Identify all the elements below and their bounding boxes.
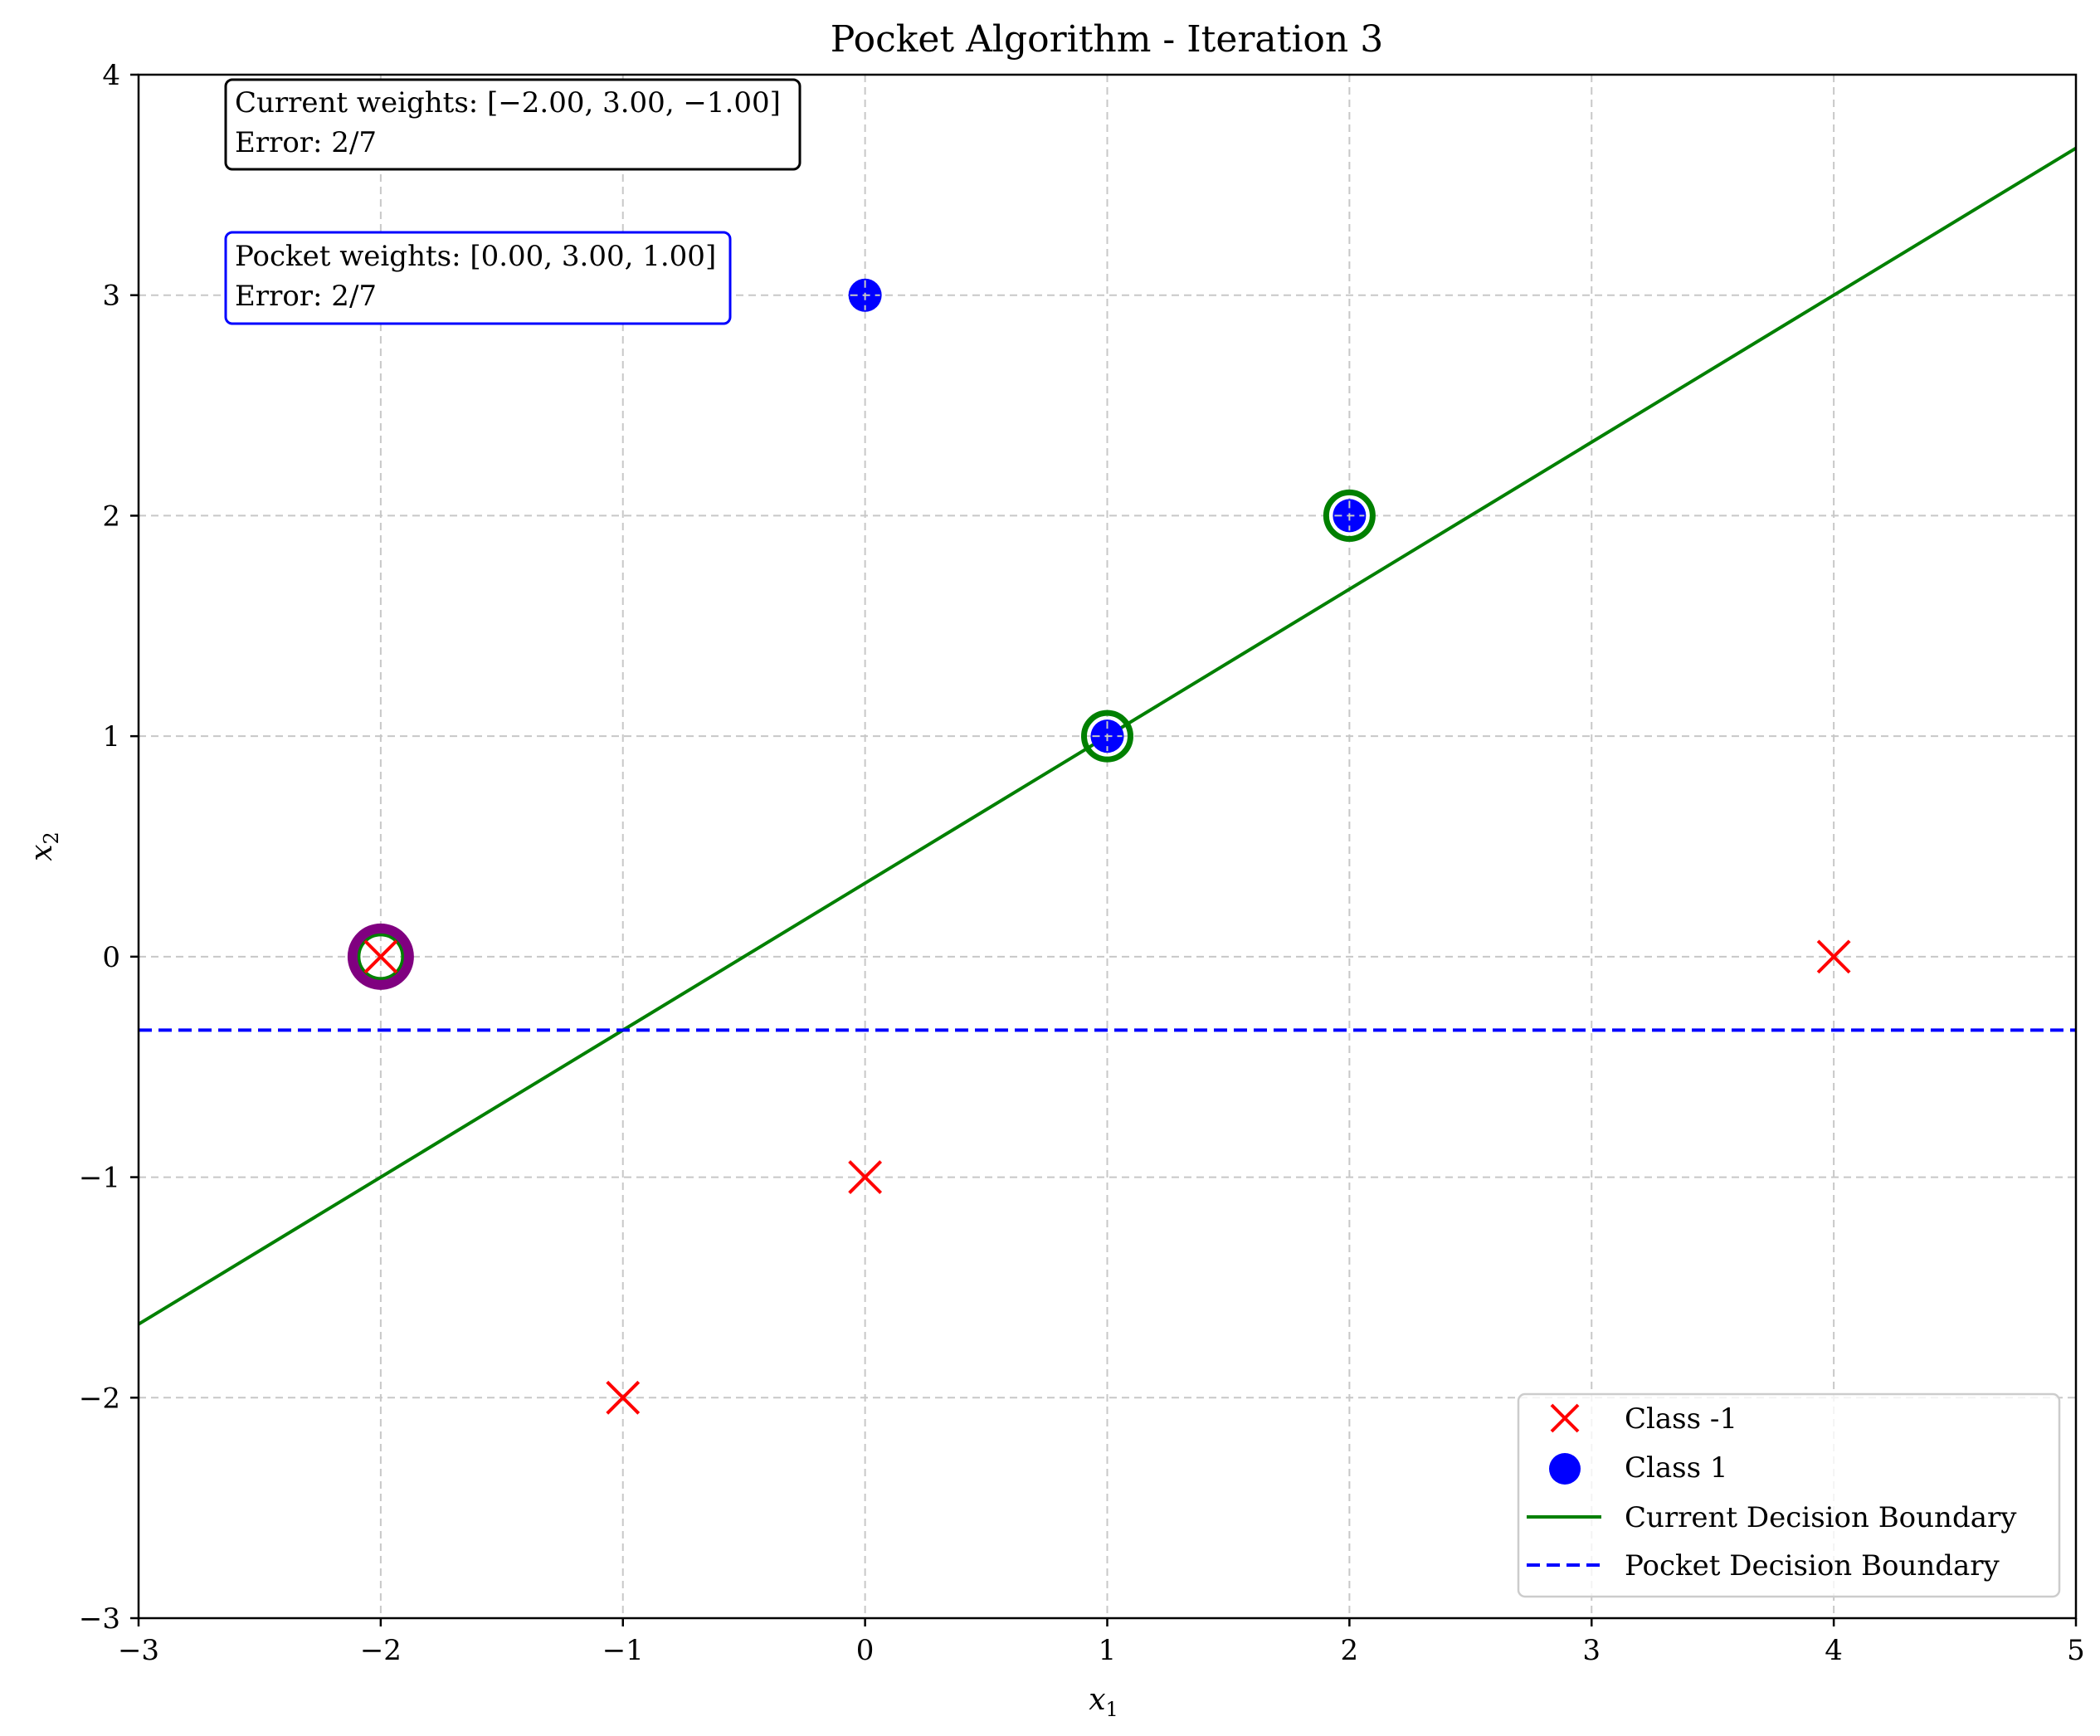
x-tick-label: 3: [1582, 1634, 1601, 1667]
current-weights-box-frame: [224, 78, 802, 171]
y-tick-label: −1: [79, 1162, 120, 1195]
y-tick-label: 1: [102, 720, 120, 753]
class-neg-point-stroke: [848, 1160, 883, 1194]
legend-class-pos-label: Class 1: [1625, 1451, 1728, 1485]
current-error-text: Error: 2/7: [235, 126, 377, 159]
x-axis-label-subscript: 1: [1106, 1698, 1118, 1721]
legend-class-neg-marker: [1550, 1403, 1580, 1433]
y-tick-label: 4: [102, 59, 120, 92]
plot-frame: [137, 73, 2078, 1620]
x-tick-label: −1: [602, 1634, 644, 1667]
y-tick-label: 0: [102, 941, 120, 974]
y-axis-label-main: x: [25, 844, 59, 861]
pocket-weights-text: Pocket weights: [0.00, 3.00, 1.00]: [235, 240, 716, 273]
y-tick-label: 3: [102, 280, 120, 313]
y-axis-label: x2: [25, 831, 63, 861]
class-neg-point: [606, 1380, 641, 1415]
class-neg-point: [1816, 939, 1851, 974]
legend-current-boundary-label: Current Decision Boundary: [1625, 1501, 2017, 1534]
current-weights-text: Current weights: [−2.00, 3.00, −1.00]: [235, 86, 781, 119]
y-tick-label: −3: [79, 1602, 120, 1636]
legend-class-neg-label: Class -1: [1625, 1402, 1737, 1436]
points-layer: [347, 278, 1851, 1415]
x-tick-label: 5: [2067, 1634, 2085, 1667]
x-tick-label: 1: [1099, 1634, 1117, 1667]
legend-class-pos-marker: [1549, 1453, 1581, 1485]
x-axis-label-main: x: [1089, 1683, 1105, 1717]
pocket-weights-box-frame: [224, 231, 732, 325]
chart-title: Pocket Algorithm - Iteration 3: [831, 18, 1383, 61]
x-tick-label: 2: [1341, 1634, 1359, 1667]
legend-pocket-boundary-label: Pocket Decision Boundary: [1625, 1549, 2000, 1582]
class-neg-point: [848, 1160, 883, 1194]
pocket-error-text: Error: 2/7: [235, 280, 377, 313]
class-neg-point-stroke: [1816, 939, 1851, 974]
class-neg-point-stroke: [363, 939, 398, 974]
y-axis-label-subscript: 2: [40, 831, 63, 844]
pocket-highlight-ring: [347, 923, 414, 990]
ticks-layer: −3 −2 −1 0 1 2 3 4 5 −3 −2 −1 0 1 2 3 4: [79, 59, 2085, 1667]
misclassified-highlight-ring: [1081, 710, 1133, 763]
x-tick-label: 0: [856, 1634, 875, 1667]
legend: Class -1 Class 1 Current Decision Bounda…: [1517, 1392, 2061, 1598]
y-tick-label: −2: [79, 1382, 120, 1415]
x-axis-label: x1: [1089, 1683, 1118, 1721]
x-tick-label: −2: [360, 1634, 402, 1667]
legend-frame: [1517, 1392, 2061, 1598]
pocket-weights-box: Pocket weights: [0.00, 3.00, 1.00] Error…: [224, 231, 732, 325]
x-tick-label: 4: [1825, 1634, 1843, 1667]
x-tick-label: −3: [118, 1634, 159, 1667]
current-weights-box: Current weights: [−2.00, 3.00, −1.00] Er…: [224, 78, 802, 171]
class-neg-point: [363, 939, 398, 974]
class-neg-point-stroke: [606, 1380, 641, 1415]
misclassified-highlight-ring: [1323, 489, 1376, 542]
y-tick-label: 2: [102, 500, 120, 533]
